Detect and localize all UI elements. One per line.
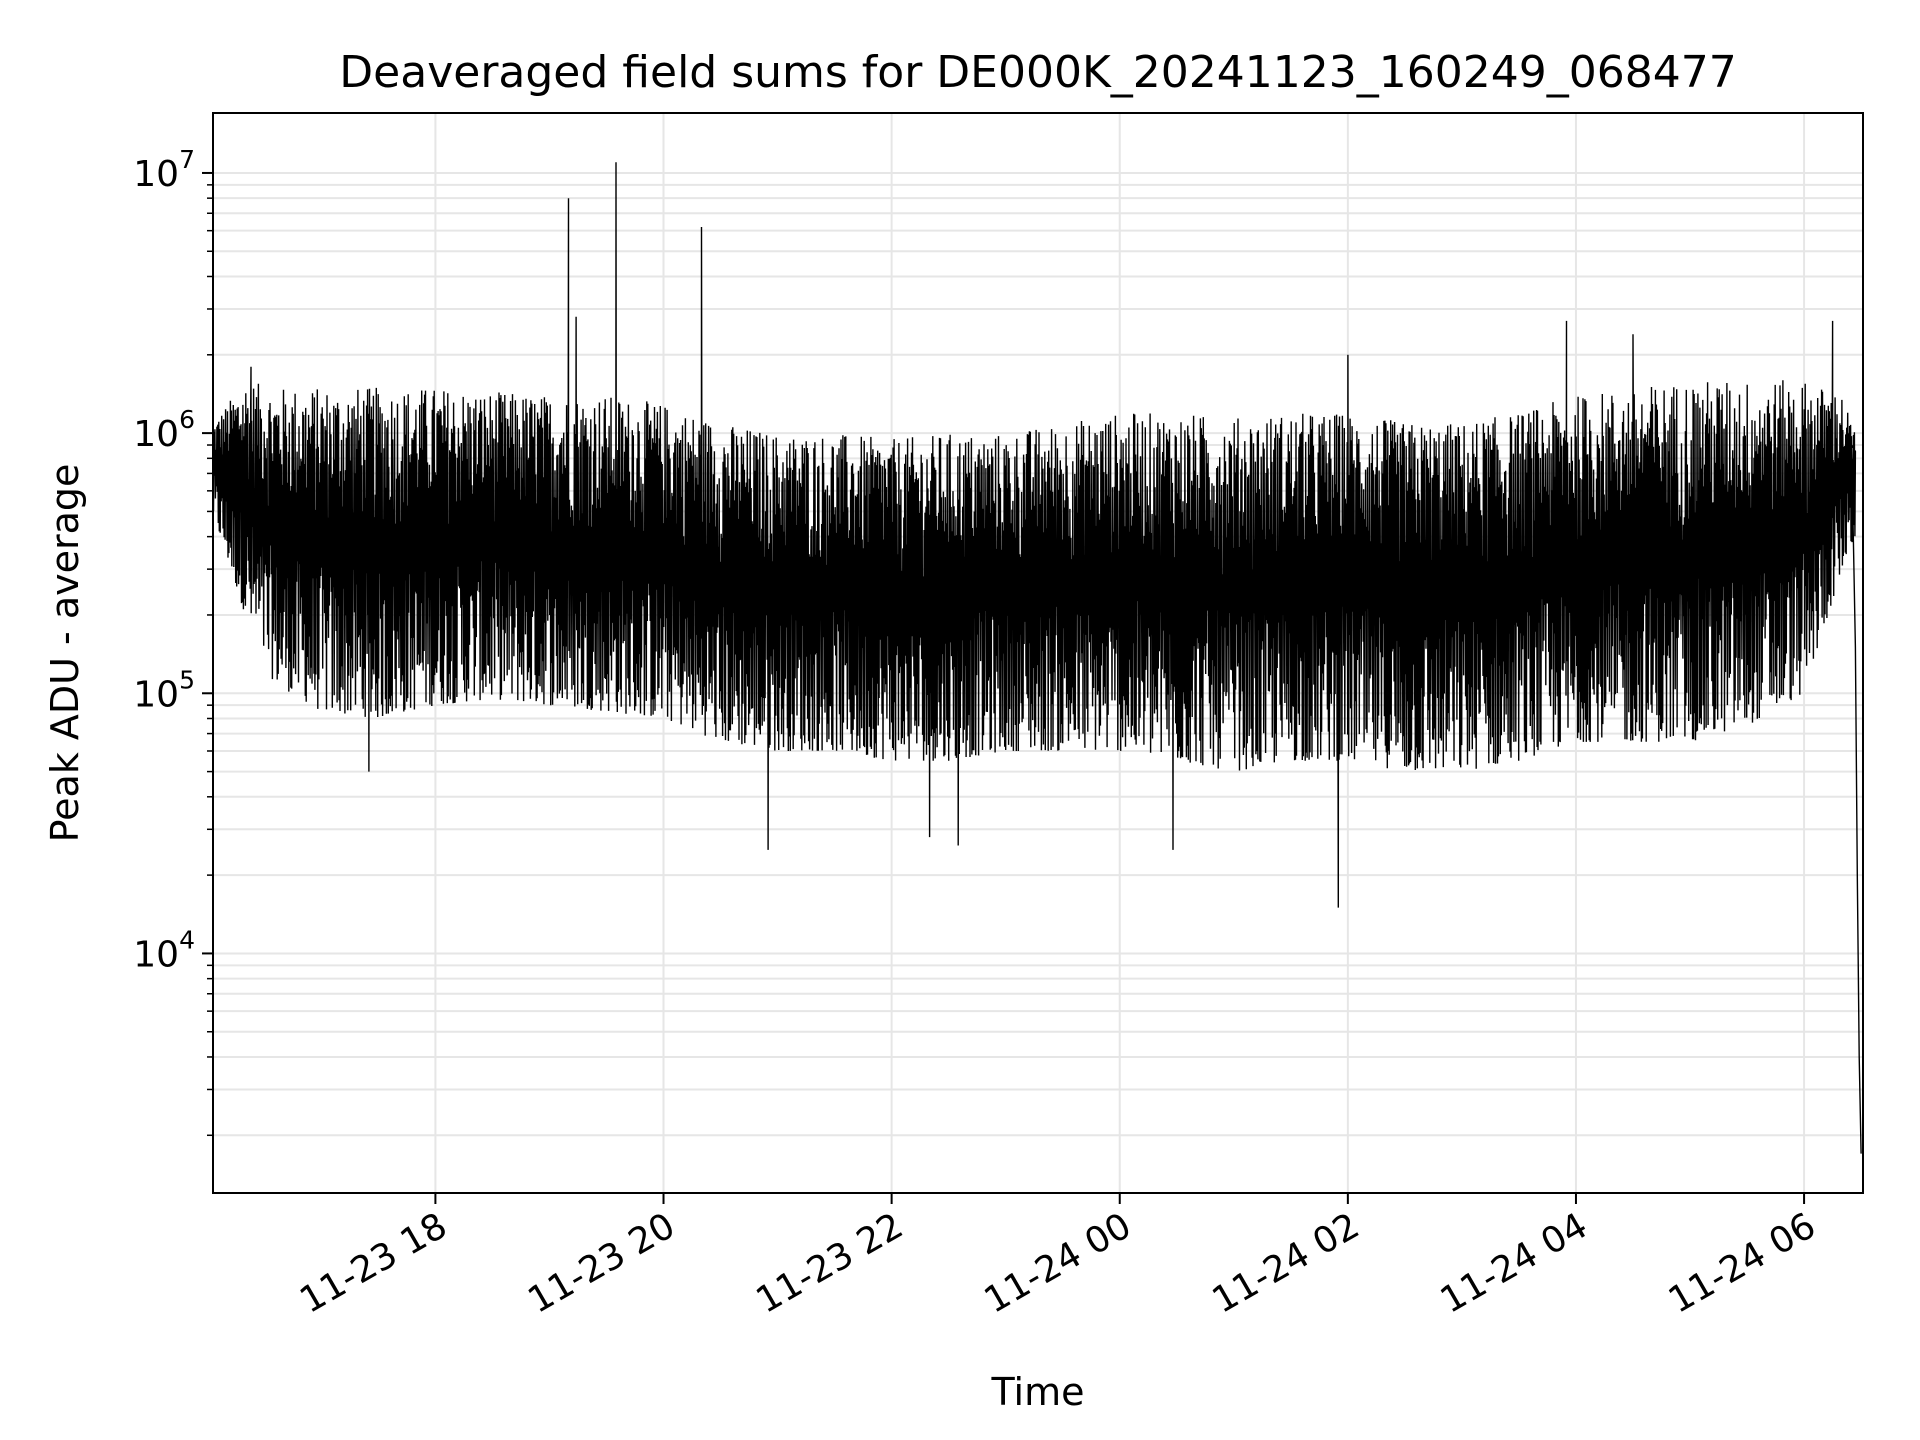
y-tick-label: 106 (133, 405, 195, 455)
y-axis: 104 105 106 107 (133, 145, 213, 1137)
x-axis-label: Time (991, 1370, 1085, 1414)
y-tick-label: 105 (133, 665, 195, 715)
data-line (212, 162, 1862, 1154)
chart-title: Deaveraged field sums for DE000K_2024112… (339, 47, 1736, 98)
plot-frame (212, 112, 1864, 1194)
y-tick-label: 107 (133, 145, 195, 195)
series-line (212, 162, 1862, 1154)
y-tick-label: 104 (133, 925, 195, 975)
y-axis-label: Peak ADU - average (43, 464, 87, 843)
